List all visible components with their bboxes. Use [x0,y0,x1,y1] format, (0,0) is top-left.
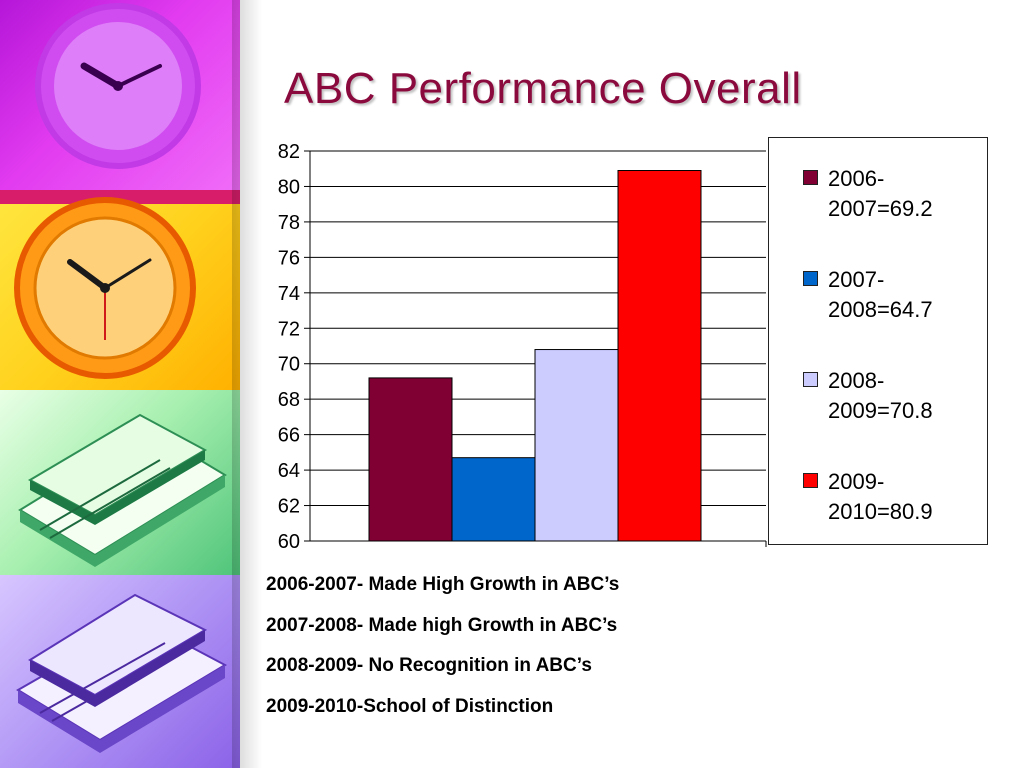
y-tick-label: 72 [278,318,300,340]
purple-wall-clock-icon [35,3,201,169]
pink-band [0,190,240,204]
orange-clock-panel [0,190,240,390]
purple-books-panel [0,575,240,768]
green-books-panel [0,390,240,575]
legend-swatch [803,372,818,387]
purple-clock-panel [0,0,240,190]
strip-shadow [232,0,262,768]
y-tick-label: 60 [278,531,300,550]
chart-legend: 2006-2007=69.2 2007-2008=64.7 2008-2009=70… [768,137,988,545]
y-tick-label: 76 [278,247,300,269]
bar-2009-2010 [617,170,702,542]
note-2008-2009: 2008-2009- No Recognition in ABC’s [266,655,592,676]
y-tick-label: 80 [278,176,300,198]
bar-2007-2008 [451,457,536,542]
y-tick-label: 70 [278,354,300,376]
green-book-stack-icon [18,413,227,567]
legend-label: 2006-2007=69.2 [828,166,933,221]
bar-2006-2007 [368,377,453,542]
y-tick-label: 64 [278,460,300,482]
slide-title: ABC Performance Overall [284,64,802,113]
legend-swatch [803,473,818,488]
bar-2008-2009 [534,349,619,542]
legend-label: 2008-2009=70.8 [828,368,933,423]
legend-swatch [803,170,818,185]
y-tick-label: 78 [278,212,300,234]
decorative-image-strip [0,0,240,768]
y-tick-label: 66 [278,425,300,447]
legend-label: 2007-2008=64.7 [828,267,933,322]
bar-chart: 82 80 78 76 74 72 70 68 66 64 62 60 [278,141,767,550]
purple-book-stack-icon [16,593,228,753]
y-tick-label: 74 [278,283,300,305]
legend-swatch [803,271,818,286]
performance-notes: 2006-2007- Made High Growth in ABC’s 200… [266,572,766,734]
note-2006-2007: 2006-2007- Made High Growth in ABC’s [266,574,620,595]
note-2009-2010: 2009-2010-School of Distinction [266,695,554,717]
y-tick-label: 62 [278,496,300,518]
legend-label: 2009-2010=80.9 [828,469,933,524]
y-tick-label: 68 [278,389,300,411]
note-2007-2008: 2007-2008- Made high Growth in ABC’s [266,614,618,636]
orange-wall-clock-icon [14,197,196,379]
y-tick-label: 82 [278,141,300,163]
